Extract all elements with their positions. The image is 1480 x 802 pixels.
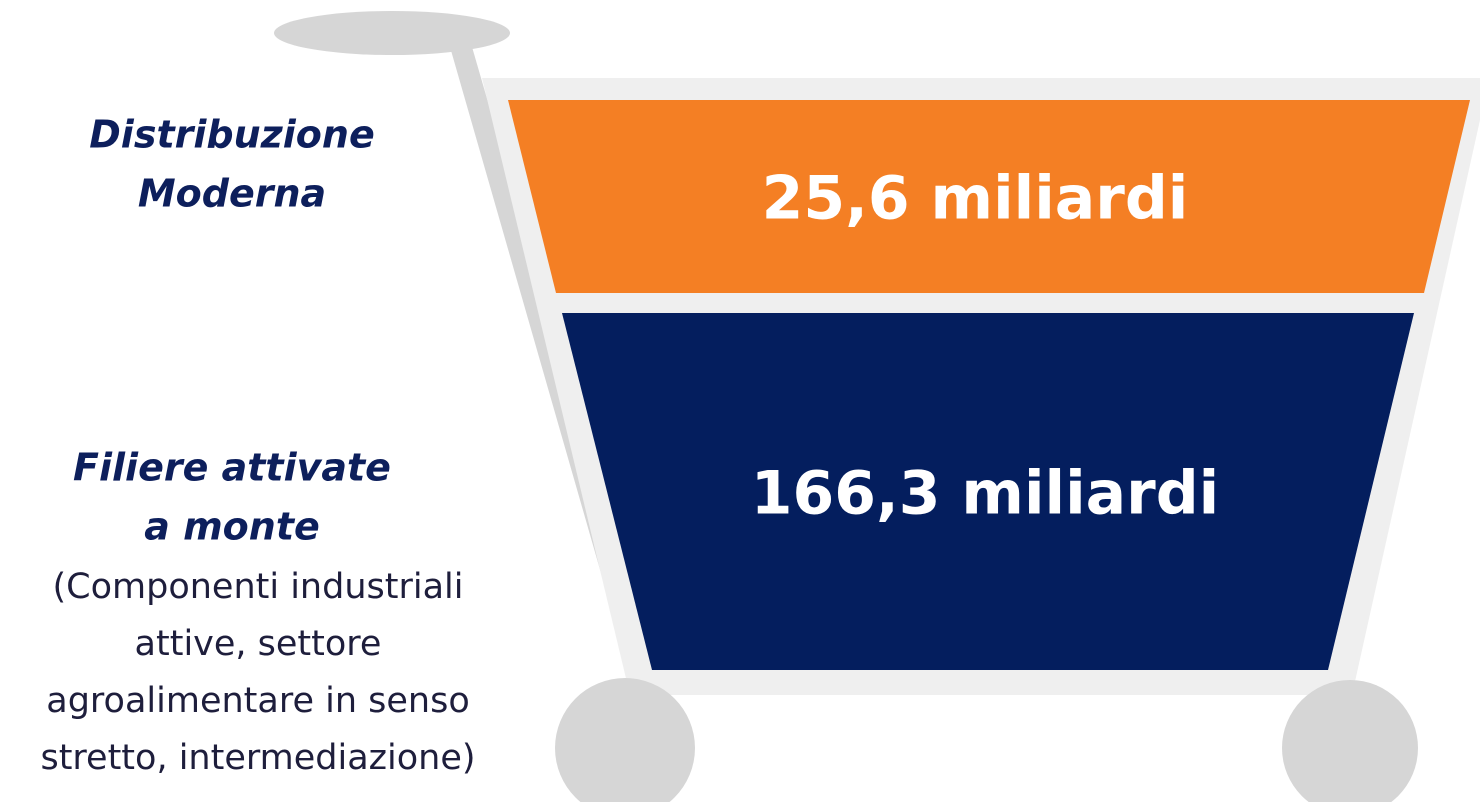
cart-wheel: [555, 678, 695, 802]
segment-label: Distribuzione: [89, 113, 374, 157]
segment-value: 166,3 miliardi: [751, 459, 1220, 529]
segment-label: Filiere attivate: [73, 446, 391, 490]
segment-value: 25,6 miliardi: [762, 164, 1189, 234]
segment-bottom: [562, 313, 1414, 670]
labels: Distribuzione Moderna Filiere attivate a mo…: [40, 113, 475, 779]
cart-wheel: [1282, 680, 1418, 802]
cart-handle: [274, 11, 510, 55]
segment-description: agroalimentare in senso: [46, 681, 470, 721]
segment-description: stretto, intermediazione): [40, 738, 475, 778]
segment-description: (Componenti industriali: [53, 567, 464, 607]
segment-label: a monte: [144, 505, 320, 549]
segment-description: attive, settore: [135, 624, 382, 664]
segment-label: Moderna: [138, 172, 326, 216]
segment-top: [508, 100, 1470, 293]
